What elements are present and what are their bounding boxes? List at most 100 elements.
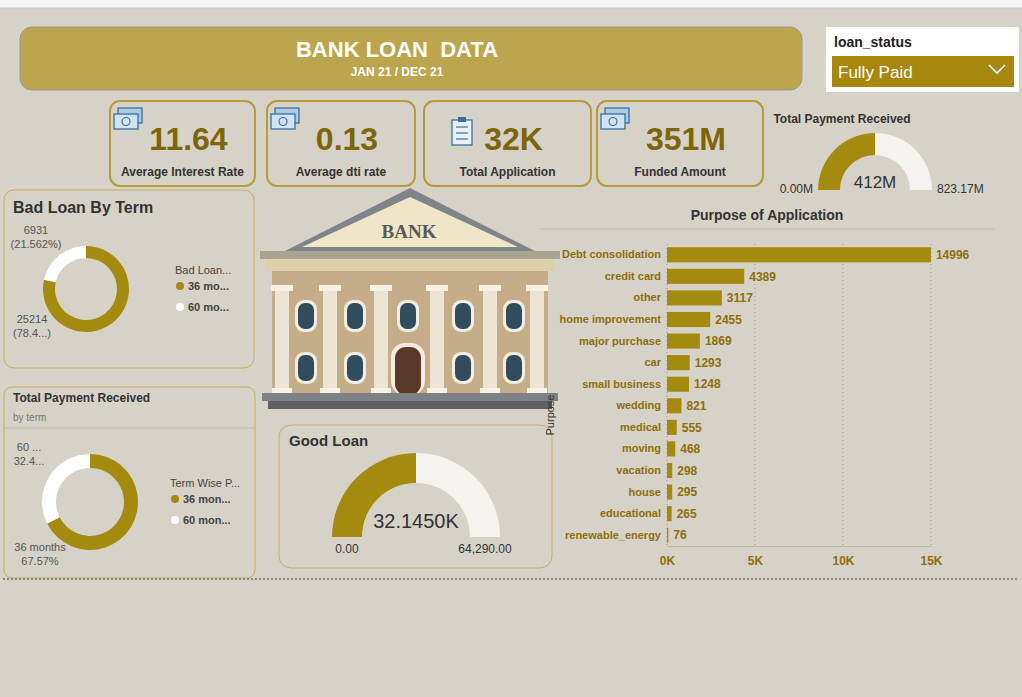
card-icon-line (456, 126, 468, 127)
bank-window-frame (295, 352, 317, 384)
donut-slice (44, 246, 86, 282)
slicer-label: loan_status (834, 34, 912, 50)
bank-column-cap (319, 285, 341, 291)
slicer-value: Fully Paid (838, 63, 913, 82)
bank-window-frame (397, 300, 419, 332)
slicer-chevron (989, 65, 1005, 73)
y-tick-label: small business (582, 378, 661, 390)
y-tick: medical (620, 421, 661, 433)
data-label: 4389 (749, 270, 776, 284)
donut-slices (43, 246, 129, 332)
y-tick-label: medical (620, 421, 661, 433)
gauge-track (332, 453, 500, 537)
bars (667, 247, 931, 543)
bank-column (275, 291, 289, 390)
y-tick-label: major purchase (579, 335, 661, 347)
gauge-range-label: 64,290.00 (458, 542, 512, 556)
legend-label: 60 mo... (188, 301, 229, 313)
background (0, 0, 1022, 697)
bar (667, 312, 710, 327)
y-tick-label: renewable_energy (565, 529, 662, 541)
bank-column-base (371, 388, 391, 393)
legend-swatch (176, 303, 184, 311)
x-tick-label: 10K (832, 554, 854, 568)
ribbon-border (0, 8, 1022, 9)
bank-column-base (272, 388, 292, 393)
bar (667, 398, 681, 413)
data-label-line: 32.4... (14, 455, 45, 467)
donut-slices (42, 454, 138, 550)
data-label: 821 (686, 399, 706, 413)
bar (667, 441, 675, 456)
data-label-line: (21.562%) (11, 238, 62, 250)
x-tick: 10K (832, 546, 854, 568)
bank-column-cap (526, 285, 548, 291)
data-label: 1293 (695, 356, 722, 370)
kpi-card: 0.13Average dti rate (267, 101, 415, 186)
bank-column (530, 291, 544, 390)
bank-window-frame (344, 300, 366, 332)
bank-column-base (527, 388, 547, 393)
card-label: Total Application (460, 165, 556, 179)
gauge-value-label: 32.1450K (373, 510, 459, 532)
title-rule (540, 229, 995, 230)
y-tick-label: moving (622, 442, 661, 454)
grid-line (667, 244, 668, 546)
card-frame (597, 101, 763, 186)
x-axis: 0K5K10K15K (660, 546, 943, 568)
bank-window (347, 355, 363, 381)
card-frame (424, 101, 591, 186)
divider (3, 578, 1019, 580)
y-tick-label: other (634, 291, 662, 303)
bank-column (374, 291, 388, 390)
bank-column-cap (271, 285, 293, 291)
bar (667, 377, 689, 392)
panel-frame (279, 425, 552, 568)
legend-title: Bad Loan... (175, 264, 231, 276)
x-axis-line (668, 546, 932, 547)
bank-illustration: BANK (260, 188, 560, 409)
bank-roof (283, 188, 537, 252)
kpi-card: 32KTotal Application (424, 101, 591, 186)
gauge-range-label: 0.00M (780, 182, 813, 196)
y-tick-label: Debt consolidation (562, 248, 661, 260)
data-label-line: 60 ... (17, 441, 41, 453)
grid-line (755, 244, 756, 546)
chart-title: Bad Loan By Term (13, 199, 153, 216)
slicer-dropdown[interactable] (832, 56, 1014, 87)
panel-separator (4, 428, 255, 429)
data-label: 298 (677, 464, 697, 478)
grid-lines (667, 244, 931, 546)
card-icon-board (452, 120, 472, 145)
y-tick: educational (600, 507, 661, 519)
data-label: 25214(78.4...) (13, 313, 51, 339)
chart-title: Good Loan (289, 432, 368, 449)
chart-title: Total Payment Received (13, 391, 150, 405)
card-icon-line (456, 138, 468, 139)
bank-window (298, 303, 314, 329)
card-label: Average Interest Rate (121, 165, 244, 179)
bank-window-frame (503, 300, 525, 332)
card-icon-front (114, 114, 138, 129)
card-label: Average dti rate (296, 165, 387, 179)
bank-window (506, 303, 522, 329)
bar (667, 463, 672, 478)
data-label: 2455 (715, 313, 742, 327)
data-label: 468 (680, 442, 700, 456)
y-tick-label: educational (600, 507, 661, 519)
gauge-chart: Good Loan32.1450K0.0064,290.00 (289, 432, 512, 556)
bank-frieze (266, 259, 554, 271)
y-tick: major purchase (579, 335, 661, 347)
chart-subtitle: by term (13, 412, 46, 423)
bank-window (347, 303, 363, 329)
data-label-line: 6931 (24, 224, 48, 236)
card-frame (267, 101, 415, 186)
header-subtitle: JAN 21 / DEC 21 (351, 65, 444, 79)
y-tick: car (644, 356, 661, 368)
ribbon-strip (0, 0, 1022, 8)
bank-wall (272, 271, 548, 395)
y-tick: renewable_energy (565, 529, 662, 541)
bank-window-frame (344, 352, 366, 384)
y-tick: credit card (605, 270, 661, 282)
bar (667, 420, 677, 435)
